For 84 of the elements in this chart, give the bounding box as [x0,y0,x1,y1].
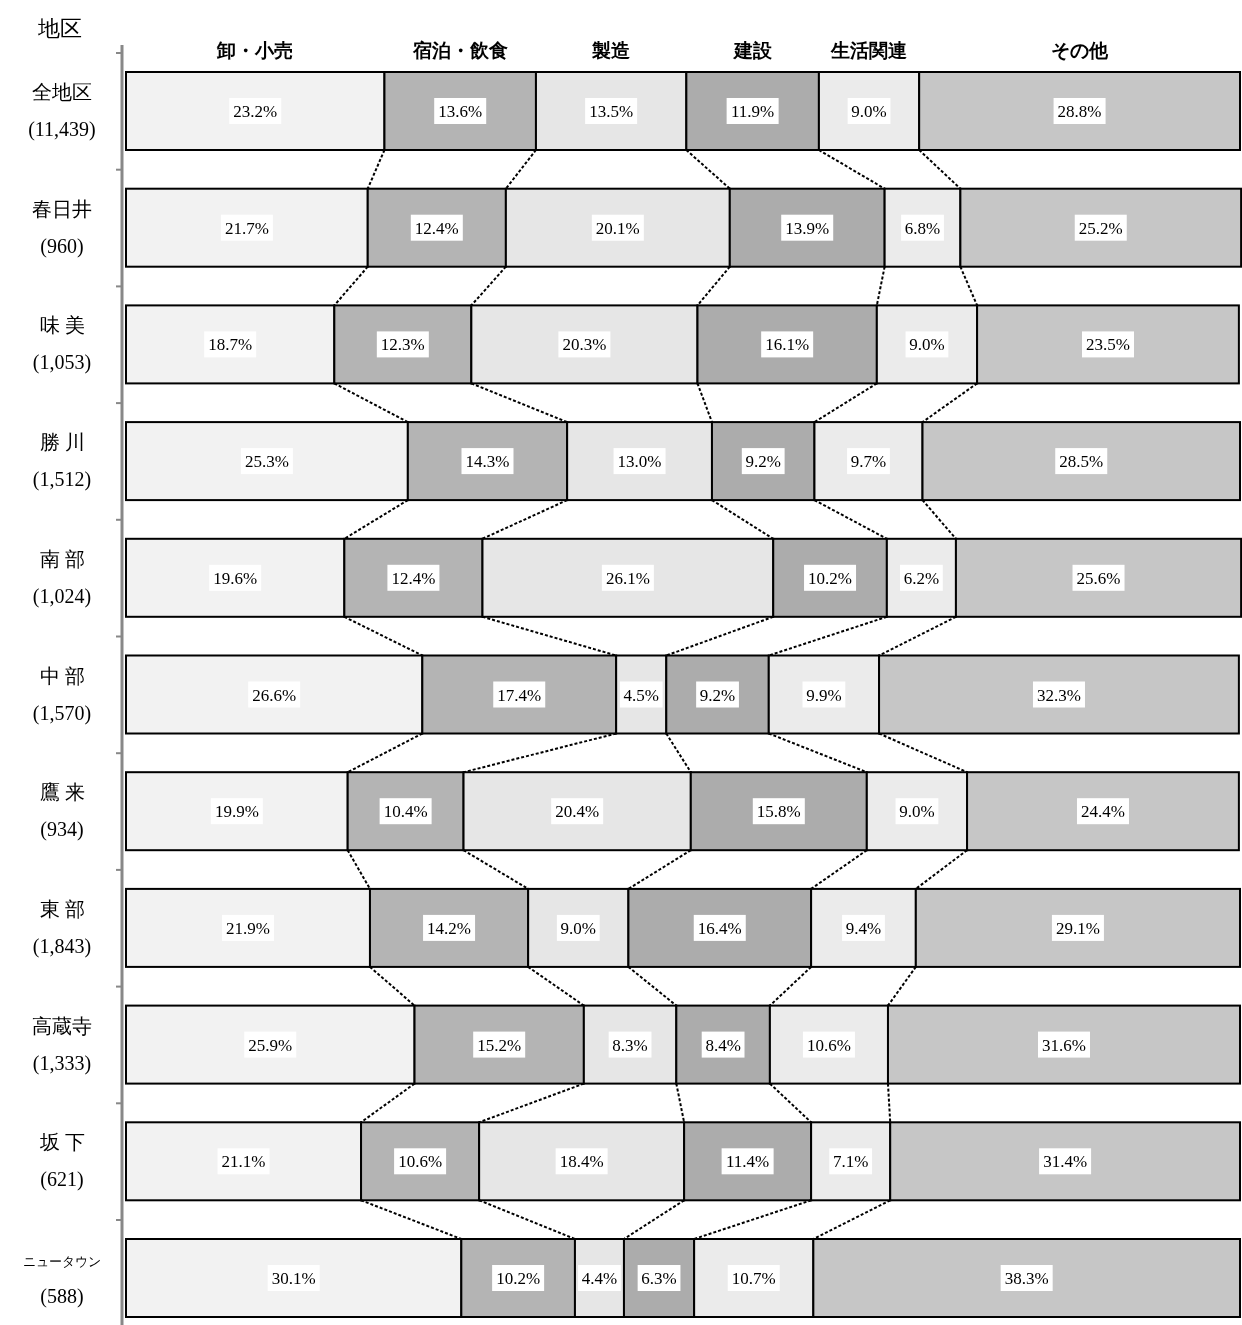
data-label: 14.2% [427,918,472,938]
data-label: 19.6% [213,568,258,588]
data-label: 9.0% [851,102,887,121]
data-label: 9.4% [845,918,882,938]
y-tick-label: 春日井 (960) [32,197,92,258]
data-label: 26.1% [605,568,650,588]
data-label: 30.1% [271,1269,316,1288]
data-label: 9.0% [560,918,596,938]
data-label: 9.9% [806,685,842,705]
data-label: 18.4% [559,1152,604,1172]
data-label: 10.2% [496,1269,541,1288]
data-label: 20.1% [595,218,640,238]
data-label: 11.9% [730,102,775,121]
data-label: 9.0% [899,802,935,822]
data-label: 25.9% [248,1035,293,1055]
data-label: 4.4% [581,1269,618,1288]
data-label: 8.3% [612,1035,648,1055]
y-axis-title: 地区 [37,16,82,41]
y-tick-label: 勝 川 (1,512) [32,431,92,492]
y-tick-label: 東 部 (1,843) [32,897,92,958]
data-label: 19.9% [214,802,259,822]
data-label: 23.5% [1086,335,1130,355]
data-label: 9.7% [850,452,887,472]
data-label: 25.2% [1078,218,1123,238]
data-label: 4.5% [623,685,659,705]
series-label: 製造 [591,39,632,61]
data-label: 14.3% [465,452,510,472]
y-tick-label: 全地区 (11,439) [28,81,96,141]
data-label: 10.6% [398,1152,443,1172]
data-label: 9.2% [745,452,781,472]
series-label: 卸・小売 [216,39,294,61]
series-label: 宿泊・飲食 [411,39,508,61]
data-label: 25.3% [244,452,289,472]
data-label: 21.7% [224,218,269,238]
y-tick-label: 南 部 (1,024) [32,547,92,608]
data-label: 15.2% [477,1035,522,1055]
data-label: 13.9% [785,218,830,238]
data-label: 8.4% [705,1035,741,1055]
data-label: 10.2% [808,568,853,588]
data-label: 12.3% [380,335,425,355]
data-label: 7.1% [832,1152,869,1172]
data-label: 21.1% [221,1152,266,1172]
data-label: 31.4% [1043,1152,1088,1172]
data-label: 31.6% [1042,1035,1086,1055]
data-label: 29.1% [1055,918,1100,938]
data-label: 15.8% [756,802,801,822]
data-label: 32.3% [1037,685,1081,705]
data-label: 20.3% [562,335,607,355]
data-label: 6.2% [903,568,940,588]
data-label: 13.0% [617,452,662,472]
y-tick-label: 高蔵寺 (1,333) [32,1014,92,1075]
data-label: 38.3% [1004,1269,1049,1288]
data-label: 10.7% [731,1269,776,1288]
data-label: 18.7% [208,335,253,355]
data-label: 12.4% [391,568,436,588]
data-label: 9.0% [909,335,945,355]
data-label: 16.4% [697,918,742,938]
data-label: 26.6% [252,685,297,705]
data-label: 10.4% [383,802,428,822]
data-label: 12.4% [414,218,459,238]
data-label: 11.4% [725,1152,770,1172]
data-label: 28.5% [1059,452,1104,472]
data-label: 24.4% [1081,802,1125,822]
data-label: 16.1% [765,335,810,355]
data-label: 17.4% [497,685,542,705]
y-tick-label: 鷹 来 (934) [39,781,85,842]
y-tick-label: 中 部 (1,570) [32,664,92,725]
data-label: 10.6% [806,1035,851,1055]
series-label: 建設 [731,39,773,61]
y-tick-label: 坂 下 (621) [38,1131,85,1192]
data-label: 25.6% [1076,568,1121,588]
data-label: 13.6% [438,102,483,121]
category-label: ニュータウン (588) [23,1254,101,1307]
data-label: 6.3% [641,1269,677,1288]
data-label: 13.5% [589,102,634,121]
data-label: 9.2% [699,685,736,705]
data-label: 6.8% [904,218,941,238]
series-label: 生活関連 [830,39,908,61]
series-label: その他 [1051,39,1110,61]
data-label: 20.4% [555,802,600,822]
y-tick-label: 味 美 (1,053) [32,314,92,375]
data-label: 23.2% [233,102,278,121]
data-label: 28.8% [1057,102,1102,121]
data-label: 21.9% [226,918,270,938]
